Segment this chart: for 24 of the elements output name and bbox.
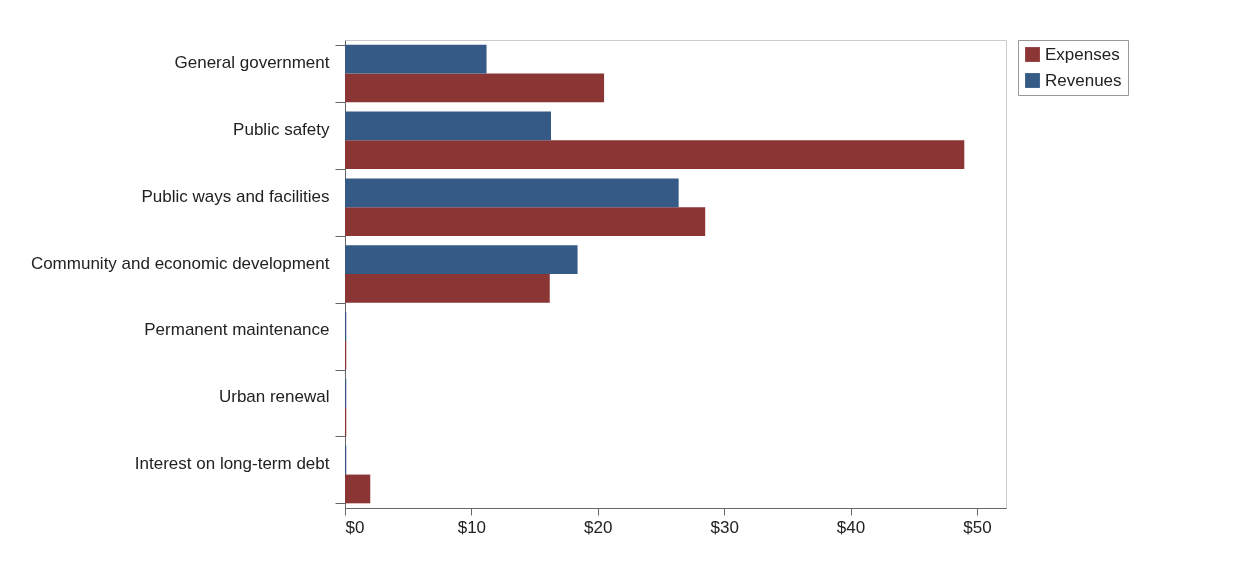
bar [345,44,487,74]
bar [345,140,965,170]
x-tick-label: $0 [345,517,365,537]
y-tick-label: General government [174,52,330,72]
bar [345,73,605,103]
y-tick-label: Permanent maintenance [144,320,330,340]
x-tick-label: $50 [963,517,992,537]
y-tick-label: Urban renewal [218,387,330,407]
bar [345,245,578,274]
bar [345,178,679,208]
bar [345,111,552,141]
bar [345,274,550,303]
legend-label: Expenses [1045,44,1120,64]
x-tick-label: $30 [710,517,739,537]
x-tick-label: $20 [584,517,613,537]
y-tick-label: Public ways and facilities [141,186,330,206]
x-tick-label: $40 [836,517,866,537]
legend-label: Revenues [1045,70,1122,90]
x-tick-label: $10 [457,517,487,537]
bar [345,207,706,236]
y-tick-label: Public safety [233,119,330,139]
y-tick-label: Interest on long-term debt [134,454,330,474]
y-tick-label: Community and economic development [30,253,330,273]
bar [345,474,371,504]
